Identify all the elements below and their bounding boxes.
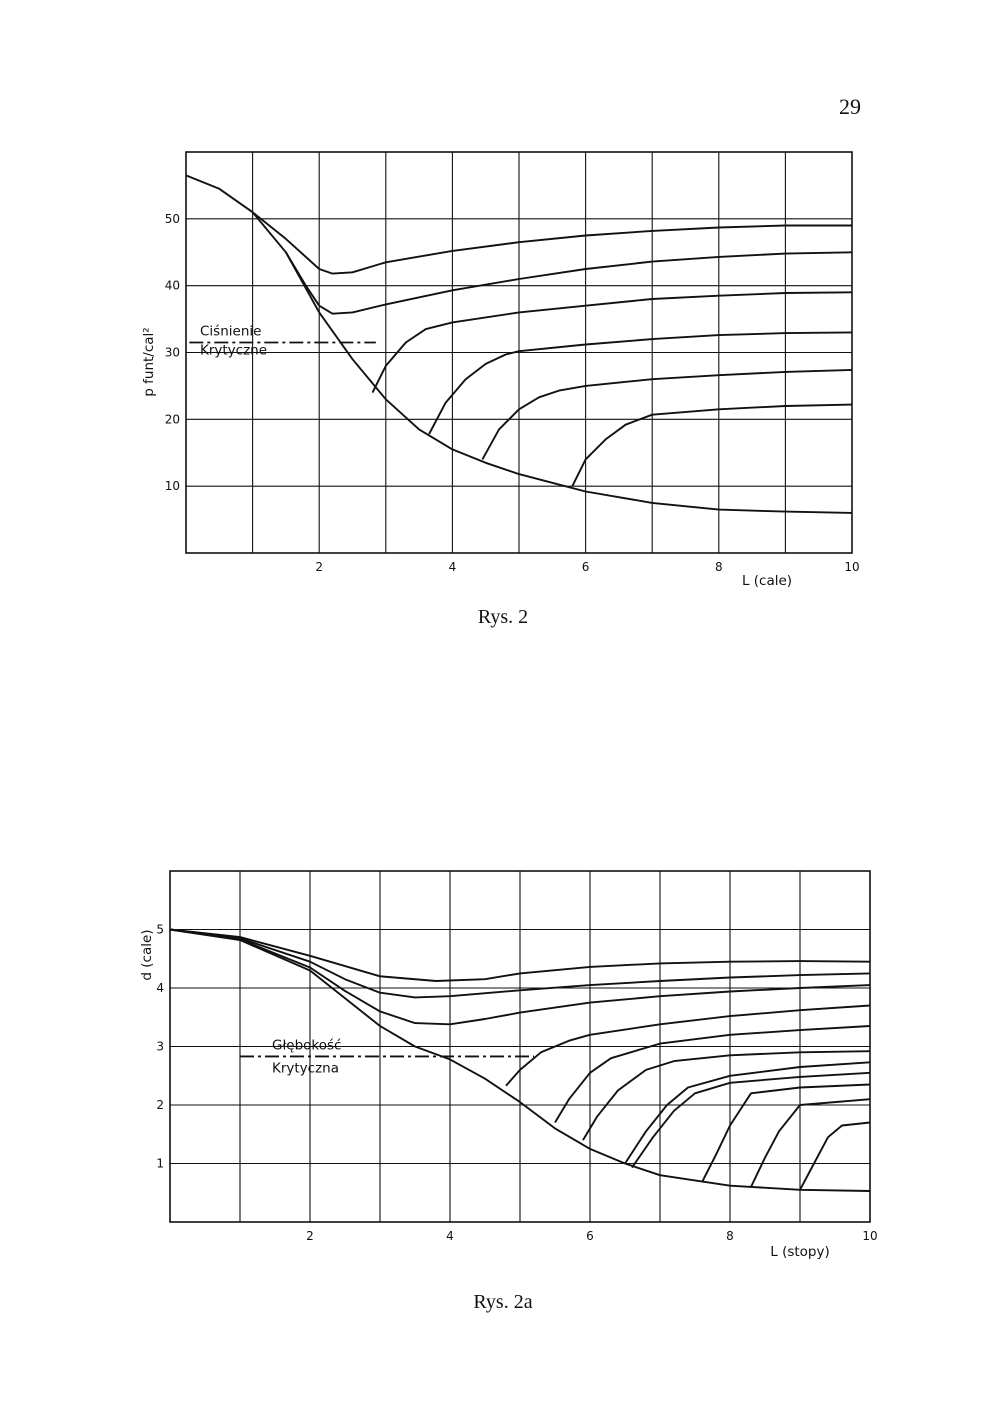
- series-line-6: [554, 1025, 871, 1123]
- x-tick-label: 8: [726, 1229, 734, 1243]
- plot-frame: [185, 151, 853, 554]
- y-tick-label: 5: [156, 923, 164, 937]
- y-tick-label: 1: [156, 1157, 164, 1171]
- annotation-label-top: Głębokość: [272, 1037, 341, 1053]
- y-tick-label: 30: [165, 346, 180, 360]
- series-line-7: [582, 1050, 871, 1141]
- series-line-5: [505, 1004, 871, 1087]
- y-tick-label: 2: [156, 1098, 164, 1112]
- x-tick-label: 10: [862, 1229, 877, 1243]
- x-axis-label: L (stopy): [770, 1244, 830, 1260]
- plot-frame: [169, 870, 871, 1223]
- y-tick-label: 3: [156, 1040, 164, 1054]
- series-line-5: [428, 331, 853, 435]
- annotation-label-top: Ciśnienie: [200, 323, 261, 339]
- series-line-10: [701, 1083, 871, 1183]
- series-line-2: [169, 928, 871, 982]
- y-axis-label: p funt/cal²: [141, 327, 157, 396]
- series-line-4: [169, 928, 871, 1026]
- series-line-12: [799, 1121, 871, 1191]
- figure-caption-rys-2a: Rys. 2a: [473, 1291, 533, 1313]
- series-line-4: [371, 291, 853, 394]
- series-line-3: [285, 251, 853, 315]
- annotation-label-bottom: Krytyczne: [200, 342, 267, 358]
- y-axis-label: d (cale): [139, 929, 155, 980]
- y-tick-label: 10: [165, 479, 180, 493]
- series-line-8: [624, 1061, 871, 1165]
- x-tick-label: 2: [306, 1229, 314, 1243]
- x-tick-label: 2: [315, 560, 323, 574]
- series-line-7: [571, 403, 853, 487]
- figure-caption-rys-2: Rys. 2: [477, 606, 529, 628]
- y-tick-label: 4: [156, 981, 164, 995]
- x-tick-label: 10: [844, 560, 859, 574]
- series-line-3: [169, 928, 871, 999]
- x-axis-label: L (cale): [742, 573, 792, 589]
- x-tick-label: 8: [715, 560, 723, 574]
- series-line-1: [185, 174, 853, 514]
- series-line-2: [252, 211, 852, 275]
- series-line-11: [750, 1098, 871, 1188]
- y-tick-label: 50: [165, 212, 180, 226]
- y-tick-label: 40: [165, 279, 180, 293]
- x-tick-label: 4: [446, 1229, 454, 1243]
- series-line-1: [169, 928, 871, 1192]
- page-number: 29: [839, 94, 861, 119]
- y-tick-label: 20: [165, 412, 180, 426]
- x-tick-label: 6: [582, 560, 590, 574]
- series-line-6: [481, 368, 853, 460]
- annotation-label-bottom: Krytyczna: [272, 1060, 339, 1076]
- x-tick-label: 4: [449, 560, 457, 574]
- x-tick-label: 6: [586, 1229, 594, 1243]
- series-line-9: [631, 1071, 871, 1169]
